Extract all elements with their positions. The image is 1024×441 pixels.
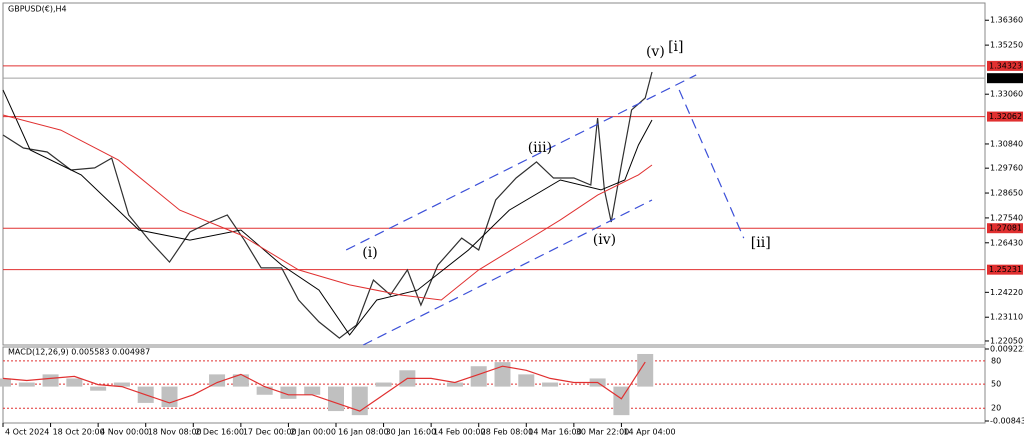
macd-bar <box>0 378 11 387</box>
macd-bar <box>113 382 130 387</box>
macd-bar <box>304 386 321 395</box>
x-tick-label: 14 Feb 00:00 <box>433 428 485 437</box>
wave-label: (iv) <box>593 232 616 248</box>
x-tick-label: 28 Feb 08:00 <box>481 428 533 437</box>
macd-bar <box>470 366 487 387</box>
x-tick-label: 17 Dec 00:00 <box>243 428 297 437</box>
y-tick-label: 1.36360 <box>990 16 1023 25</box>
x-tick-label: 16 Jan 08:00 <box>338 428 389 437</box>
price-line <box>2 89 653 336</box>
macd-level-label: 20 <box>991 404 1001 413</box>
level-box <box>987 73 1023 84</box>
x-tick-label: 18 Nov 08:00 <box>148 428 202 437</box>
level-label: 1.34323 <box>989 61 1022 70</box>
macd-bar <box>375 382 392 387</box>
level-label: 1.25231 <box>989 265 1022 274</box>
wave-label: [ii] <box>751 235 771 251</box>
level-box <box>987 111 1023 122</box>
x-tick-label: 4 Nov 00:00 <box>100 428 149 437</box>
x-tick-label: 2 Jan 00:00 <box>290 428 336 437</box>
macd-y-tick-label: 0.009222 <box>990 345 1024 354</box>
macd-bar <box>637 353 654 387</box>
macd-level-label: 80 <box>991 356 1001 365</box>
macd-bar <box>232 374 249 387</box>
macd-bar <box>209 374 226 387</box>
x-tick-label: 30 Mar 22:00 <box>576 428 629 437</box>
price-frame <box>2 2 986 346</box>
wave-label: (iii) <box>528 140 552 156</box>
x-tick-label: 14 Apr 04:00 <box>623 428 675 437</box>
macd-bar <box>542 382 559 387</box>
macd-level-label: 50 <box>991 380 1001 389</box>
y-tick-label: 1.30840 <box>990 139 1023 148</box>
y-tick-label: 1.22050 <box>990 336 1023 345</box>
macd-bar <box>280 386 297 399</box>
macd-bar <box>161 386 178 407</box>
x-tick-label: 4 Oct 2024 <box>5 428 49 437</box>
macd-bar <box>613 386 630 416</box>
y-tick-label: 1.35250 <box>990 41 1023 50</box>
x-tick-label: 2 Dec 16:00 <box>195 428 244 437</box>
y-tick-label: 1.23110 <box>990 313 1023 322</box>
level-box <box>987 264 1023 275</box>
macd-bar <box>18 382 35 387</box>
macd-bar <box>66 378 83 387</box>
trend-line <box>345 74 697 251</box>
level-label: 1.32062 <box>989 112 1022 121</box>
price-line <box>2 71 653 339</box>
wave-label: [i] <box>668 39 683 55</box>
y-tick-label: 1.33060 <box>990 90 1023 99</box>
macd-bar <box>494 362 511 387</box>
macd-bar <box>446 382 463 387</box>
trend-line <box>362 199 653 346</box>
macd-bar <box>42 374 59 387</box>
x-tick-label: 14 Mar 16:00 <box>528 428 581 437</box>
macd-bar <box>518 374 535 387</box>
y-tick-label: 1.29760 <box>990 164 1023 173</box>
level-box <box>987 223 1023 234</box>
wave-label: (v) <box>646 44 665 60</box>
signal-line <box>2 361 646 412</box>
y-tick-label: 1.24220 <box>990 288 1023 297</box>
y-tick-label: 1.28650 <box>990 189 1023 198</box>
price-line <box>2 114 653 301</box>
wave-label: (i) <box>362 245 377 261</box>
macd-title: MACD(12,26,9) 0.005583 0.004987 <box>8 348 150 357</box>
level-label: 1.27081 <box>989 224 1022 233</box>
level-label: 1.33775 <box>989 74 1022 83</box>
level-box <box>987 60 1023 71</box>
x-tick-label: 18 Oct 20:00 <box>53 428 105 437</box>
macd-y-tick-label: -0.008436 <box>990 417 1024 426</box>
trend-line <box>678 89 745 239</box>
chart-title: GBPUSD(€),H4 <box>8 5 67 14</box>
y-tick-label: 1.27540 <box>990 213 1023 222</box>
y-tick-label: 1.26430 <box>990 238 1023 247</box>
x-tick-label: 30 Jan 16:00 <box>386 428 437 437</box>
macd-bar <box>256 386 273 395</box>
macd-bar <box>327 386 344 412</box>
macd-bar <box>90 386 107 391</box>
